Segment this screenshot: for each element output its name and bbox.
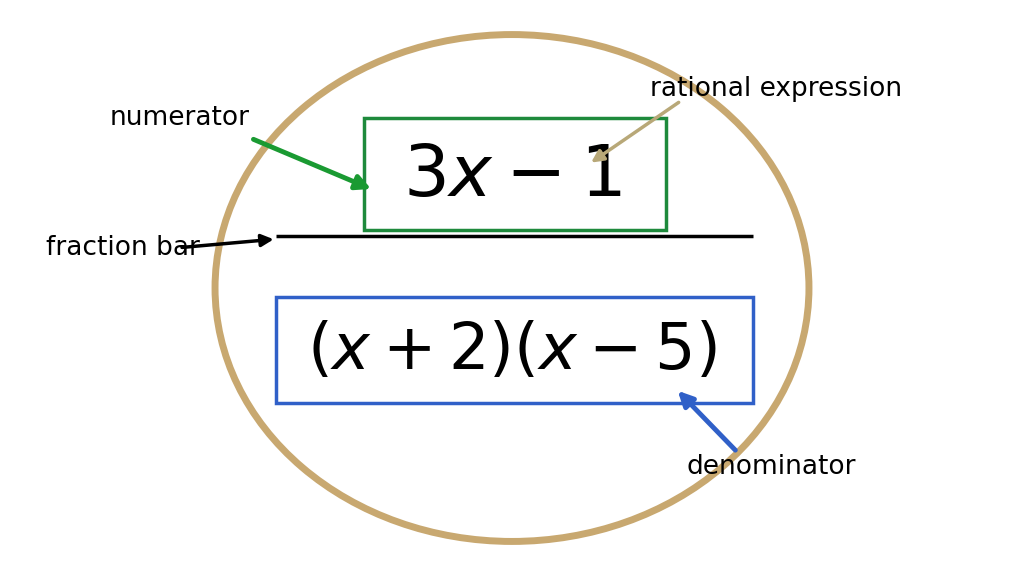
- Text: rational expression: rational expression: [650, 76, 902, 103]
- FancyBboxPatch shape: [276, 297, 753, 403]
- Text: numerator: numerator: [110, 105, 249, 131]
- Text: $3x - 1$: $3x - 1$: [402, 141, 622, 211]
- Text: fraction bar: fraction bar: [46, 234, 200, 261]
- FancyBboxPatch shape: [364, 118, 666, 230]
- Text: denominator: denominator: [686, 453, 856, 480]
- Text: $(x + 2)(x - 5)$: $(x + 2)(x - 5)$: [307, 321, 717, 382]
